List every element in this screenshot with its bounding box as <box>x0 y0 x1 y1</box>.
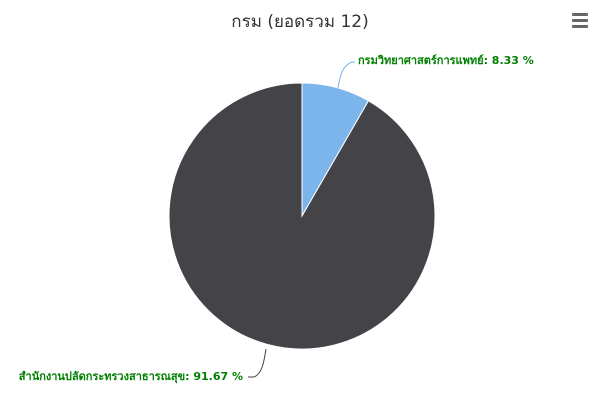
chart-title: กรม (ยอดรวม 12) <box>231 12 369 32</box>
hamburger-menu-icon[interactable] <box>568 10 592 32</box>
pie-slice-1[interactable] <box>168 82 436 350</box>
label-connector-1 <box>248 348 267 378</box>
slice-label-1: สำนักงานปลัดกระทรวงสาธารณสุข: 91.67 % <box>19 370 243 384</box>
slice-label-0: กรมวิทยาศาสตร์การแพทย์: 8.33 % <box>358 54 534 67</box>
label-connector-0 <box>337 61 355 89</box>
